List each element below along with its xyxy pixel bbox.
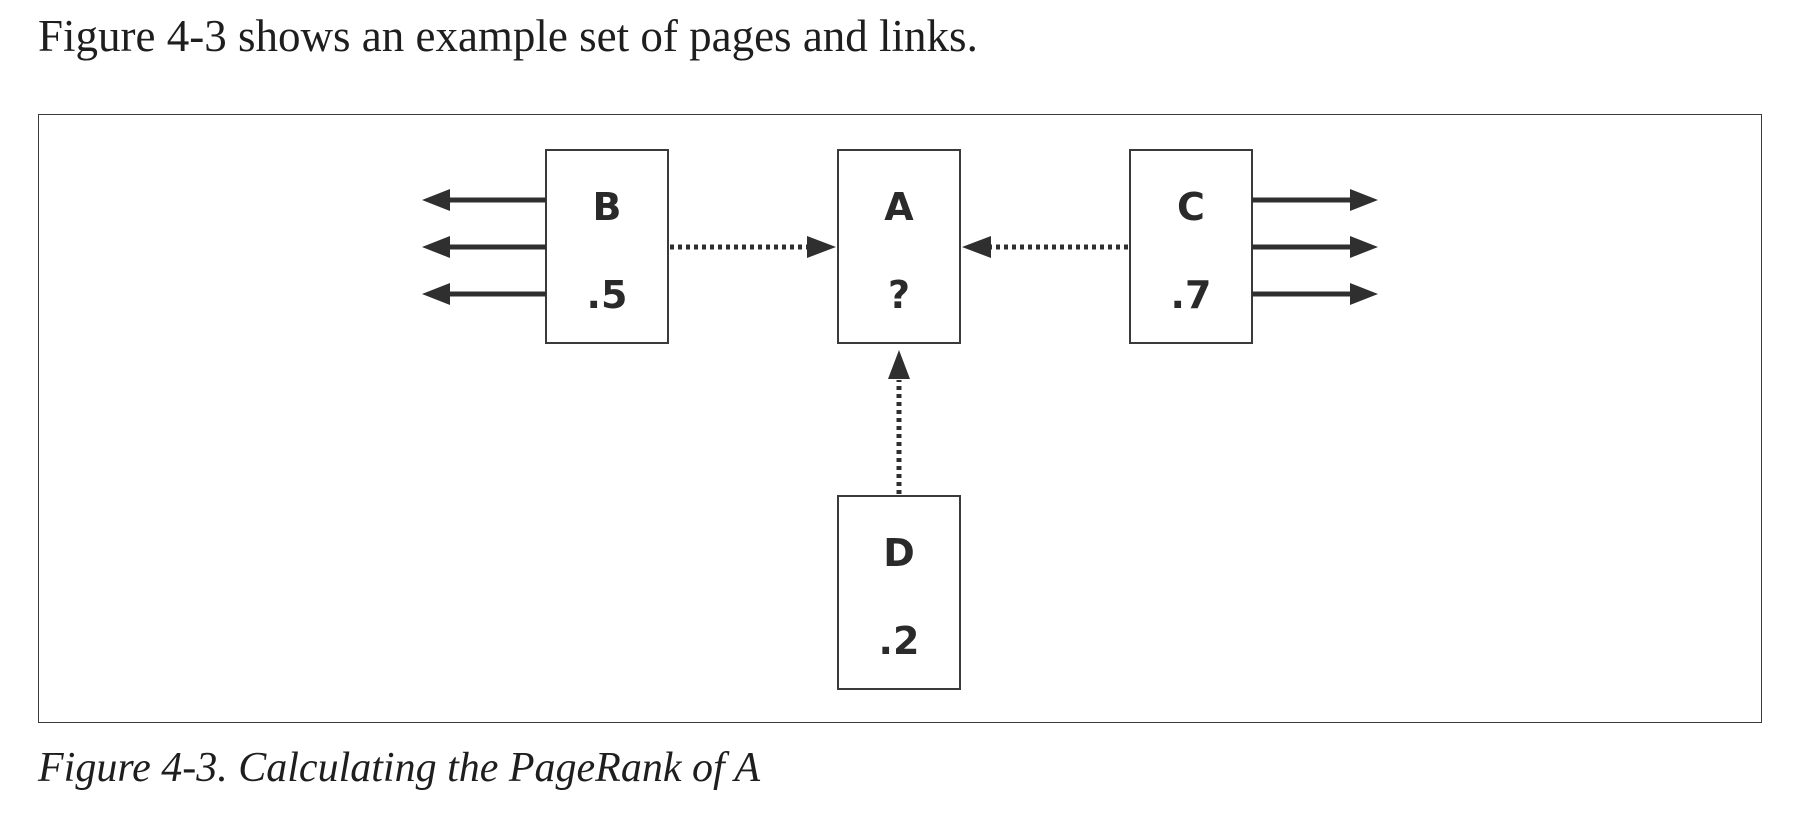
link-c-to-a (962, 236, 1128, 258)
figure-frame (38, 114, 1762, 723)
link-b-to-a (670, 236, 836, 258)
c-outgoing-arrowhead (1350, 283, 1378, 305)
node-a-value: ? (888, 273, 910, 317)
node-c-label: C (1177, 185, 1205, 229)
link-b-to-a-arrowhead (807, 236, 836, 258)
b-outgoing-arrowhead (422, 283, 450, 305)
node-c-box (1129, 149, 1253, 344)
node-a-label: A (884, 185, 914, 229)
figure-caption: Figure 4-3. Calculating the PageRank of … (38, 745, 761, 791)
c-outgoing-arrowhead (1350, 189, 1378, 211)
b-outgoing-arrowhead (422, 189, 450, 211)
c-outgoing-links (1252, 189, 1378, 305)
node-b-label: B (593, 185, 622, 229)
node-b-box (545, 149, 669, 344)
link-d-to-a-arrowhead (888, 350, 910, 379)
c-outgoing-arrowhead (1350, 236, 1378, 258)
link-c-to-a-arrowhead (962, 236, 991, 258)
intro-paragraph: Figure 4-3 shows an example set of pages… (38, 11, 978, 61)
node-b-value: .5 (587, 273, 628, 317)
node-a-box (837, 149, 961, 344)
node-c-value: .7 (1171, 273, 1212, 317)
node-d-value: .2 (879, 619, 920, 663)
b-outgoing-arrowhead (422, 236, 450, 258)
node-d-label: D (883, 531, 915, 575)
b-outgoing-links (422, 189, 546, 305)
node-d-box (837, 495, 961, 690)
link-d-to-a (888, 350, 910, 494)
